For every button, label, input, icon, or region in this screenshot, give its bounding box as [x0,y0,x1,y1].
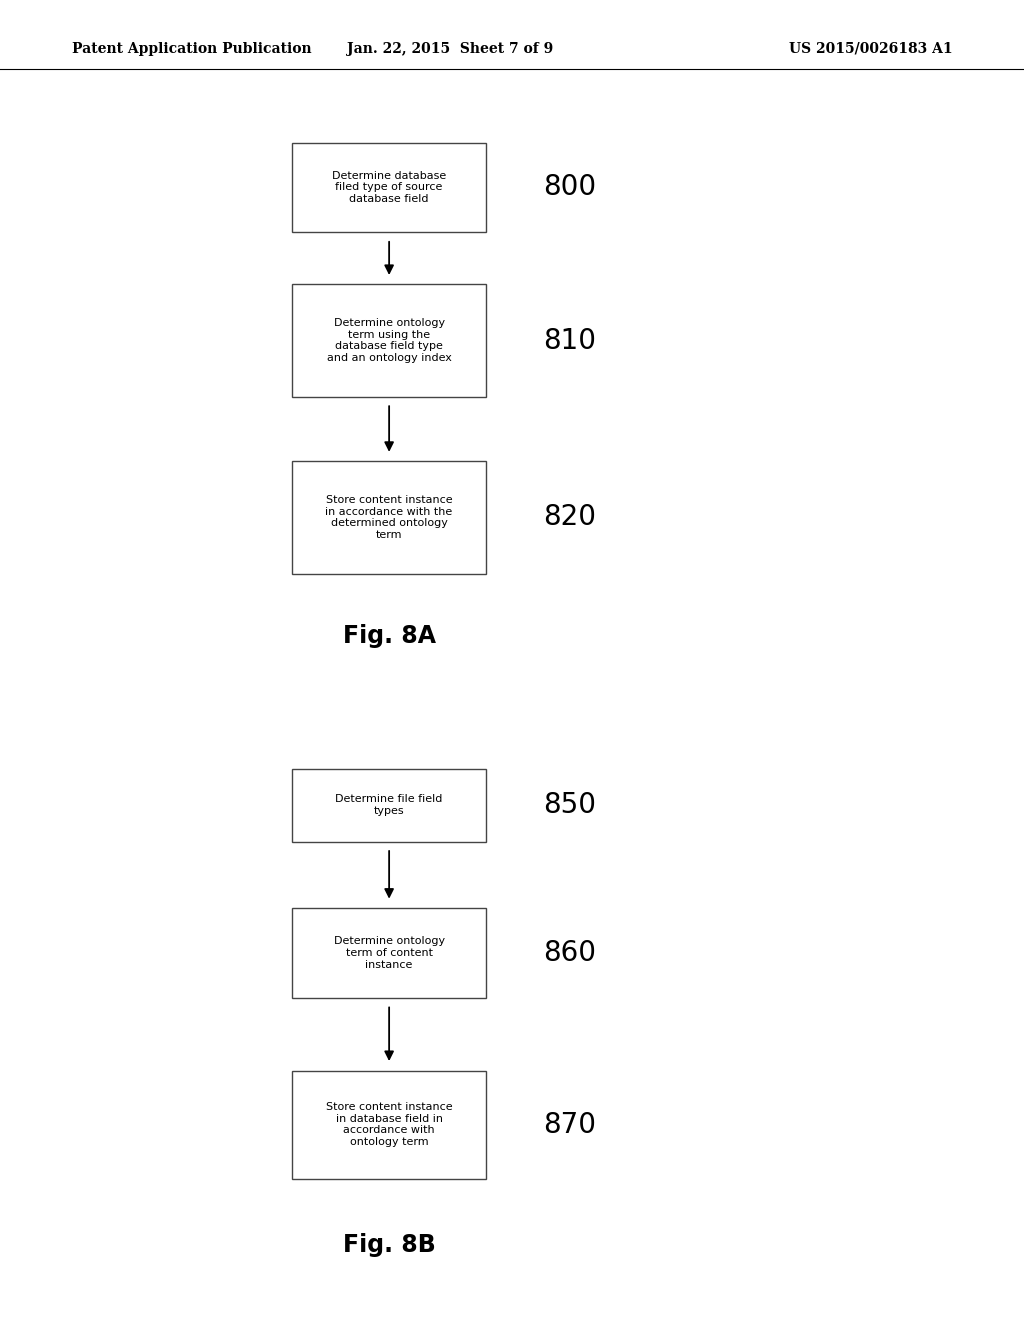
Text: Store content instance
in database field in
accordance with
ontology term: Store content instance in database field… [326,1102,453,1147]
FancyBboxPatch shape [292,285,486,396]
Text: Fig. 8A: Fig. 8A [343,624,435,648]
Text: Determine ontology
term using the
database field type
and an ontology index: Determine ontology term using the databa… [327,318,452,363]
Text: Store content instance
in accordance with the
determined ontology
term: Store content instance in accordance wit… [326,495,453,540]
Text: 820: 820 [543,503,596,532]
FancyBboxPatch shape [292,1071,486,1179]
FancyBboxPatch shape [292,143,486,232]
Text: 800: 800 [543,173,596,202]
Text: Jan. 22, 2015  Sheet 7 of 9: Jan. 22, 2015 Sheet 7 of 9 [347,42,554,55]
Text: 870: 870 [543,1110,596,1139]
Text: 860: 860 [543,939,596,968]
Text: Determine database
filed type of source
database field: Determine database filed type of source … [332,170,446,205]
Text: 850: 850 [543,791,596,820]
Text: US 2015/0026183 A1: US 2015/0026183 A1 [788,42,952,55]
Text: Fig. 8B: Fig. 8B [343,1233,435,1257]
Text: Patent Application Publication: Patent Application Publication [72,42,311,55]
FancyBboxPatch shape [292,908,486,998]
FancyBboxPatch shape [292,768,486,842]
FancyBboxPatch shape [292,462,486,573]
Text: 810: 810 [543,326,596,355]
Text: Determine ontology
term of content
instance: Determine ontology term of content insta… [334,936,444,970]
Text: Determine file field
types: Determine file field types [336,795,442,816]
